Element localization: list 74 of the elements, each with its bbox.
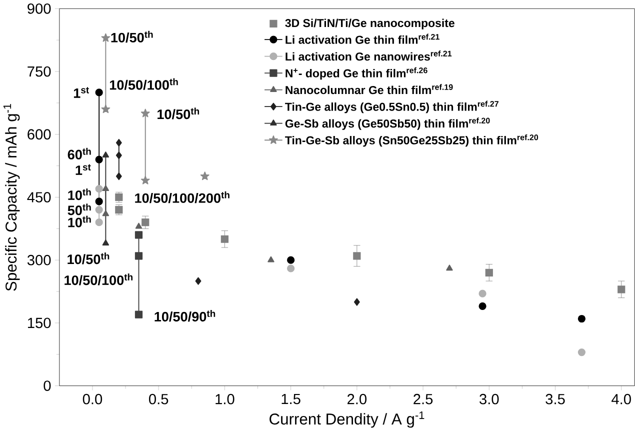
point: [200, 172, 210, 180]
point: [95, 156, 103, 164]
legend-label: Ge-Sb alloys (Ge50Sb50) thin film$^{ref.20}$: [285, 117, 490, 130]
annotation: 10$^{th}$: [68, 188, 91, 200]
x-tick-label: 0.0: [82, 394, 102, 404]
point: [95, 198, 103, 206]
point: [485, 268, 493, 276]
point: [116, 151, 122, 160]
point: [353, 252, 361, 260]
legend-label: Li activation Ge nanowires$^{ref.21}$: [286, 50, 452, 61]
annotation: 60$^{th}$: [68, 148, 91, 160]
legend-label: 3D Si/TiN/Ti/Ge nanocomposite: [285, 18, 454, 30]
point: [286, 256, 295, 264]
x-tick-label: 3.5: [546, 394, 565, 404]
point: [354, 298, 360, 306]
y-tick-label: 900: [28, 3, 51, 14]
point: [140, 176, 150, 184]
x-tick-label: 2.0: [348, 394, 367, 404]
point: [578, 314, 586, 322]
y-tick-label: 600: [28, 129, 51, 140]
point: [220, 235, 229, 243]
legend-label: Nanocolumnar Ge thin film$^{ref.19}$: [286, 84, 453, 94]
x-tick-label: 0.5: [149, 394, 168, 404]
x-axis-title: Current Dendity / A g$^{-1}$: [270, 411, 424, 428]
annotation: 10/50$^{th}$: [68, 252, 110, 264]
y-tick-label: 750: [28, 66, 51, 77]
point: [116, 138, 122, 146]
point: [618, 286, 626, 294]
annotation: 10/50/100$^{th}$: [110, 78, 178, 90]
y-axis-title: Specific Capacity / mAh g$^{-1}$: [3, 104, 20, 291]
annotation: 1$^{st}$: [76, 164, 91, 175]
x-tick-label: 1.5: [282, 394, 300, 404]
point: [95, 206, 103, 214]
annotation: 10/50/100$^{th}$: [64, 273, 132, 286]
point: [286, 264, 295, 272]
annotation: 10/50$^{th}$: [158, 107, 200, 120]
y-tick-label: 300: [27, 254, 51, 266]
x-tick-label: 3.0: [480, 394, 499, 404]
point: [478, 302, 486, 310]
point: [95, 88, 103, 96]
annotation: 1$^{st}$: [74, 87, 89, 98]
point: [140, 108, 150, 118]
point: [135, 222, 142, 229]
point: [102, 184, 110, 191]
y-tick-label: 150: [28, 318, 51, 328]
legend-label: Li activation Ge thin film$^{ref.21}$: [286, 34, 440, 44]
point: [446, 264, 453, 271]
annotation: 10/50/90$^{th}$: [154, 310, 216, 322]
point: [195, 277, 202, 285]
point: [268, 256, 274, 262]
point: [101, 104, 110, 113]
legend-label: Tin-Ge-Sb alloys (Sn50Ge25Sb25) thin film$^{ref.20}$: [285, 134, 538, 147]
point: [95, 218, 103, 226]
point: [116, 172, 122, 180]
point: [478, 290, 486, 298]
point: [134, 252, 143, 260]
point: [102, 210, 110, 216]
x-tick-label: 2.5: [414, 394, 433, 404]
annotation: 10/50$^{th}$: [111, 30, 153, 42]
x-tick-label: 1.0: [216, 394, 234, 404]
point: [101, 33, 110, 42]
x-tick-label: 4.0: [612, 394, 631, 404]
point: [134, 231, 143, 239]
annotation: 50$^{th}$: [68, 204, 91, 216]
point: [142, 218, 150, 226]
point: [134, 310, 143, 318]
y-tick-label: 0: [44, 380, 51, 391]
annotation: 10/50/100/200$^{th}$: [135, 191, 230, 203]
annotation: 10$^{th}$: [68, 216, 91, 228]
legend-label: N$^{+}$- doped Ge thin film$^{ref.26}$: [286, 67, 428, 80]
point: [578, 348, 586, 356]
legend-label: Tin-Ge alloys (Ge0.5Sn0.5) thin film$^{ref.27}$: [285, 100, 498, 114]
point: [95, 184, 103, 193]
y-tick-label: 450: [27, 192, 51, 202]
